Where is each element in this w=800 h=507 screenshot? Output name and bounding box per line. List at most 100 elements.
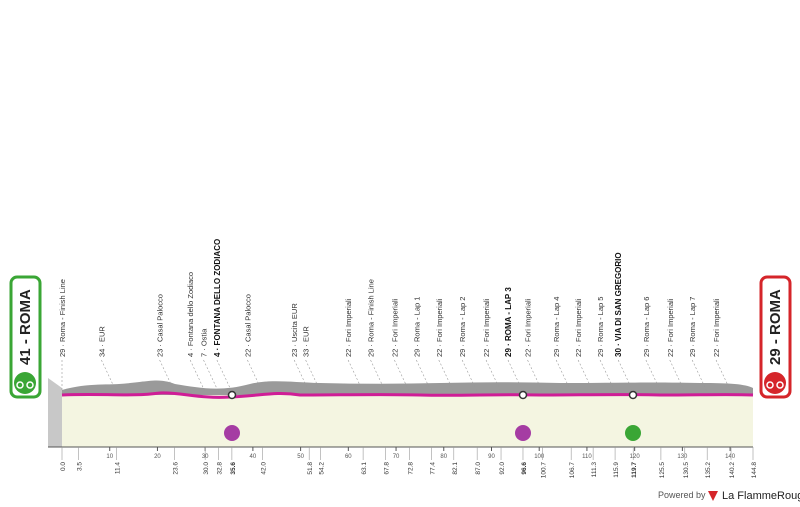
km-label: 11.4 xyxy=(114,462,121,475)
km-label: 51.8 xyxy=(307,462,314,475)
waypoint-leader xyxy=(101,359,117,393)
waypoint-leader xyxy=(645,359,662,393)
tick-label: 80 xyxy=(440,454,447,460)
tick-label: 140 xyxy=(725,454,736,460)
km-label: 96.6 xyxy=(521,462,528,475)
brand-logo xyxy=(708,491,718,501)
km-label: 72.8 xyxy=(407,462,414,475)
tick-label: 50 xyxy=(297,454,304,460)
waypoint-leader xyxy=(305,359,321,393)
waypoint-leader xyxy=(394,359,410,393)
bike-icon xyxy=(766,381,774,389)
waypoint-label: 4 · FONTANA DELLO ZODIACO xyxy=(213,239,222,357)
waypoint-label: 33 · EUR xyxy=(302,326,311,357)
waypoint-leader xyxy=(159,359,175,393)
finish-label: 29 - ROMA xyxy=(767,289,784,365)
waypoint-label: 22 · Fori Imperiali xyxy=(482,298,491,357)
waypoint-label: 22 · Casal Palocco xyxy=(243,294,252,357)
km-label: 140.2 xyxy=(729,462,736,479)
waypoint-leader xyxy=(216,359,233,393)
km-label: 32.8 xyxy=(217,462,224,475)
waypoint-leader xyxy=(247,359,263,393)
km-label: 135.2 xyxy=(705,462,712,479)
km-label: 77.4 xyxy=(429,462,436,475)
km-label: 54.2 xyxy=(319,462,326,475)
bike-icon xyxy=(26,381,34,389)
waypoint-leader xyxy=(370,359,386,393)
route-line xyxy=(61,391,754,399)
waypoint-leader xyxy=(189,359,206,393)
sprint-icon xyxy=(515,425,531,441)
waypoint-leader xyxy=(203,359,219,393)
waypoint-label: 29 · Roma - Lap 7 xyxy=(688,297,697,357)
waypoint-label: 4 · Fontana dello Zodiaco xyxy=(186,272,195,357)
waypoint-leader xyxy=(293,359,310,393)
waypoint-leader xyxy=(555,359,572,393)
bike-icon xyxy=(776,381,784,389)
waypoint-leader xyxy=(507,359,524,393)
km-label: 119.7 xyxy=(631,462,638,478)
km-label: 0.0 xyxy=(60,462,67,471)
profile-top xyxy=(62,380,753,395)
km-label: 106.7 xyxy=(569,462,576,479)
waypoint-label: 22 · Fori Imperiali xyxy=(390,298,399,357)
waypoint-leader xyxy=(715,359,732,393)
waypoint-leader xyxy=(485,359,502,393)
waypoint-label: 22 · Fori Imperiali xyxy=(435,298,444,357)
km-label: 42.0 xyxy=(260,462,267,475)
waypoint-leader xyxy=(577,359,594,393)
km-label: 92.0 xyxy=(499,462,506,475)
waypoint-label: 29 · Roma - Lap 6 xyxy=(642,297,651,357)
km-label: 23.6 xyxy=(173,462,180,475)
waypoint-label: 23 · Uscita EUR xyxy=(290,303,299,357)
km-label: 125.5 xyxy=(659,462,666,479)
waypoint-label: 29 · Roma - Finish Line xyxy=(367,279,376,357)
km-label: 115.9 xyxy=(613,462,620,478)
sprint-icon xyxy=(224,425,240,441)
waypoint-label: 29 · Roma - Lap 2 xyxy=(458,297,467,357)
km-label: 111.3 xyxy=(591,462,598,478)
tick-label: 30 xyxy=(202,454,209,460)
profile-area xyxy=(62,395,753,447)
km-label: 67.8 xyxy=(384,462,391,475)
km-label: 63.1 xyxy=(361,462,368,475)
waypoint-leader xyxy=(669,359,686,393)
waypoint-label: 22 · Fori Imperiali xyxy=(666,298,675,357)
brand: La FlammeRouge xyxy=(722,490,800,502)
waypoint-label: 29 · ROMA - LAP 3 xyxy=(504,287,513,357)
km-label: 30.0 xyxy=(203,462,210,475)
waypoint-label: 7 · Ostia xyxy=(200,328,209,357)
waypoint-leader xyxy=(617,359,634,393)
sprint-point xyxy=(518,390,528,400)
waypoint-label: 29 · Roma - Lap 5 xyxy=(596,297,605,357)
waypoint-label: 22 · Fori Imperiali xyxy=(524,298,533,357)
tick-label: 40 xyxy=(250,454,257,460)
km-label: 3.5 xyxy=(77,462,84,471)
waypoint-label: 29 · Roma - Lap 4 xyxy=(552,297,561,357)
tick-label: 130 xyxy=(677,454,688,460)
tick-label: 60 xyxy=(345,454,352,460)
kom-point xyxy=(628,390,638,400)
waypoint-leader xyxy=(527,359,543,393)
waypoint-label: 22 · Fori Imperiali xyxy=(344,298,353,357)
waypoint-leader xyxy=(599,359,616,393)
tick-label: 10 xyxy=(106,454,113,460)
waypoint-leader xyxy=(438,359,455,393)
bike-icon xyxy=(16,381,24,389)
waypoint-label: 29 · Roma - Lap 1 xyxy=(412,297,421,357)
tick-label: 120 xyxy=(630,454,641,460)
tick-label: 20 xyxy=(154,454,161,460)
start-box xyxy=(9,275,42,399)
tick-label: 110 xyxy=(582,454,592,460)
tick-label: 100 xyxy=(534,454,545,460)
tick-label: 90 xyxy=(488,454,495,460)
waypoint-label: 30 · VIA DI SAN GREGORIO xyxy=(614,252,623,357)
powered-by: Powered by xyxy=(658,490,706,500)
waypoint-leader xyxy=(416,359,432,393)
waypoint-leader xyxy=(461,359,478,393)
tick-label: 70 xyxy=(393,454,400,460)
profile-wall xyxy=(48,378,62,447)
km-label: 82.1 xyxy=(452,462,459,475)
km-label: 130.5 xyxy=(683,462,690,479)
